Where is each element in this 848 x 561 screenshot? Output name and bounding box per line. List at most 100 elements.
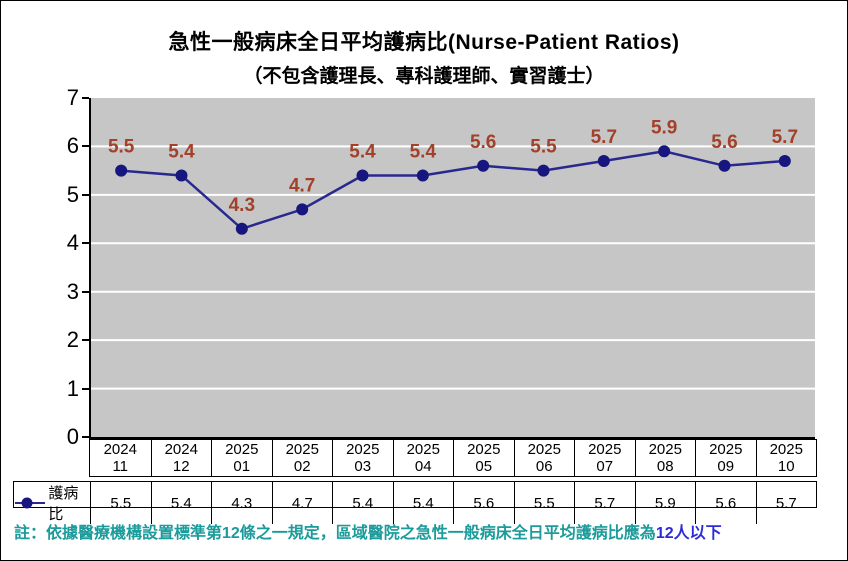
data-label: 4.3 xyxy=(229,195,255,216)
footnote: 註：依據醫療機構設置標準第12條之一規定，區域醫院之急性一般病床全日平均護病比應… xyxy=(14,519,722,543)
data-point-marker xyxy=(597,154,610,167)
data-label: 5.6 xyxy=(711,132,737,153)
x-axis-label: 2025 05 xyxy=(453,440,514,476)
x-axis-label-month: 06 xyxy=(535,458,553,475)
table-value-cell: 5.7 xyxy=(755,482,817,524)
footnote-text: 註：依據醫療機構設置標準第12條之一規定，區域醫院之急性一般病床全日平均護病比應… xyxy=(14,525,656,542)
x-axis-label-month: 08 xyxy=(656,458,674,475)
series-name: 護病比 xyxy=(48,485,79,523)
x-axis-label-year: 2025 xyxy=(588,441,622,458)
chart-title: 急性一般病床全日平均護病比(Nurse-Patient Ratios) xyxy=(168,31,680,54)
x-axis-label-year: 2025 xyxy=(346,441,380,458)
x-axis-label-month: 02 xyxy=(293,458,311,475)
x-axis-label-year: 2025 xyxy=(527,441,561,458)
table-value-cell: 5.4 xyxy=(150,482,212,524)
legend-cell: 護病比 xyxy=(14,482,90,524)
y-axis-tick-mark xyxy=(82,193,89,196)
y-axis-tick-mark xyxy=(82,436,89,438)
line-chart: 5.5 5.4 4.3 4.7 5.4 5.4 5.6 5.5 5.7 5.9 5.6 5.7 xyxy=(91,98,815,437)
data-label: 5.9 xyxy=(651,117,677,138)
x-axis-label-year: 2025 xyxy=(769,441,803,458)
y-axis-tick-label: 6 xyxy=(66,133,79,159)
y-axis-tick-label: 5 xyxy=(66,181,79,207)
data-label: 5.4 xyxy=(349,141,376,162)
data-label: 5.4 xyxy=(168,141,195,162)
x-axis-label: 2025 03 xyxy=(332,440,393,476)
x-axis-label: 2025 04 xyxy=(392,440,454,476)
y-axis-tick-label: 3 xyxy=(66,278,79,304)
table-value-cell: 5.7 xyxy=(574,482,635,524)
table-value-cell: 5.6 xyxy=(453,482,514,524)
plot-area: 5.5 5.4 4.3 4.7 5.4 5.4 5.6 5.5 5.7 5.9 5.6 5.7 xyxy=(89,98,815,439)
data-point-marker xyxy=(537,164,550,177)
x-axis-label: 2025 07 xyxy=(574,440,635,476)
x-axis-label-year: 2025 xyxy=(225,441,259,458)
y-axis-tick-label: 2 xyxy=(66,327,79,353)
x-axis-label-month: 04 xyxy=(414,458,432,475)
y-axis-tick-mark xyxy=(82,145,89,148)
x-axis-label-month: 10 xyxy=(777,458,795,475)
data-label: 4.7 xyxy=(289,175,315,196)
x-axis-label-year: 2025 xyxy=(406,441,440,458)
y-axis-tick-mark xyxy=(82,97,89,99)
x-axis-label: 2025 10 xyxy=(755,440,817,476)
footnote-highlight: 12人以下 xyxy=(655,525,722,542)
data-point-marker xyxy=(718,159,731,172)
x-axis-table-header: 2024 11 2024 12 2025 01 2025 02 2025 03 2025 04 2025… xyxy=(89,439,817,477)
x-axis-label: 2025 08 xyxy=(634,440,696,476)
y-axis-tick-label: 7 xyxy=(66,85,79,110)
x-axis-label-month: 11 xyxy=(112,458,129,475)
data-point-marker xyxy=(115,164,128,177)
x-axis-label-year: 2024 xyxy=(103,441,137,458)
data-table-row: 護病比 5.5 5.4 4.3 4.7 5.4 5.4 5.6 5.5 5.7 5.9 5.6 5.7 xyxy=(13,481,817,524)
table-value-cell: 5.5 xyxy=(90,482,151,524)
data-label: 5.7 xyxy=(591,127,617,148)
data-point-marker xyxy=(416,169,429,182)
data-label: 5.5 xyxy=(108,137,135,158)
line-marker-icon xyxy=(15,497,46,509)
data-point-marker xyxy=(658,145,671,158)
data-label: 5.7 xyxy=(772,127,798,148)
data-label: 5.4 xyxy=(410,141,437,162)
chart-subtitle: （不包含護理長、專科護理師、實習護士） xyxy=(243,66,605,87)
x-axis-label-year: 2025 xyxy=(648,441,682,458)
x-axis-label: 2025 09 xyxy=(695,440,756,476)
y-axis-tick-mark xyxy=(82,387,89,390)
y-axis-tick-mark xyxy=(82,290,89,293)
x-axis-label-year: 2024 xyxy=(164,441,198,458)
x-axis-label-month: 12 xyxy=(172,458,190,475)
table-value-cell: 5.4 xyxy=(332,482,393,524)
y-axis-tick-mark xyxy=(82,242,89,245)
y-axis-tick-mark xyxy=(82,339,89,342)
table-value-cell: 5.5 xyxy=(513,482,575,524)
x-axis-label-year: 2025 xyxy=(285,441,319,458)
data-label: 5.6 xyxy=(470,132,496,153)
table-value-cell: 4.3 xyxy=(211,482,272,524)
x-axis-label: 2024 12 xyxy=(150,440,212,476)
x-axis-label-month: 01 xyxy=(233,458,251,475)
table-value-cell: 4.7 xyxy=(271,482,333,524)
x-axis-label-month: 03 xyxy=(354,458,372,475)
y-axis-tick-label: 4 xyxy=(66,230,79,256)
data-point-marker xyxy=(477,159,490,172)
x-axis-label-month: 05 xyxy=(475,458,493,475)
x-axis-label-year: 2025 xyxy=(467,441,501,458)
x-axis-label: 2025 02 xyxy=(271,440,333,476)
data-point-marker xyxy=(778,154,791,167)
data-point-marker xyxy=(175,169,188,182)
x-axis-label: 2024 11 xyxy=(90,440,151,476)
x-axis-label-month: 09 xyxy=(717,458,735,475)
x-axis-label: 2025 01 xyxy=(211,440,272,476)
table-value-cell: 5.9 xyxy=(634,482,696,524)
data-point-marker xyxy=(356,169,369,182)
x-axis-label: 2025 06 xyxy=(513,440,575,476)
data-point-marker xyxy=(296,203,309,216)
table-value-cell: 5.6 xyxy=(695,482,756,524)
data-point-marker xyxy=(235,222,248,235)
table-value-cell: 5.4 xyxy=(392,482,454,524)
y-axis-tick-label: 0 xyxy=(66,424,79,449)
data-label: 5.5 xyxy=(530,137,557,158)
x-axis-label-month: 07 xyxy=(596,458,614,475)
data-line xyxy=(121,149,785,231)
